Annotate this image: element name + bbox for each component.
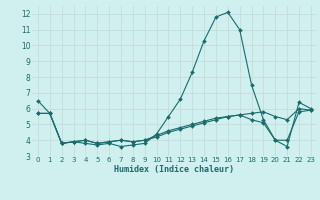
X-axis label: Humidex (Indice chaleur): Humidex (Indice chaleur) [115, 165, 234, 174]
